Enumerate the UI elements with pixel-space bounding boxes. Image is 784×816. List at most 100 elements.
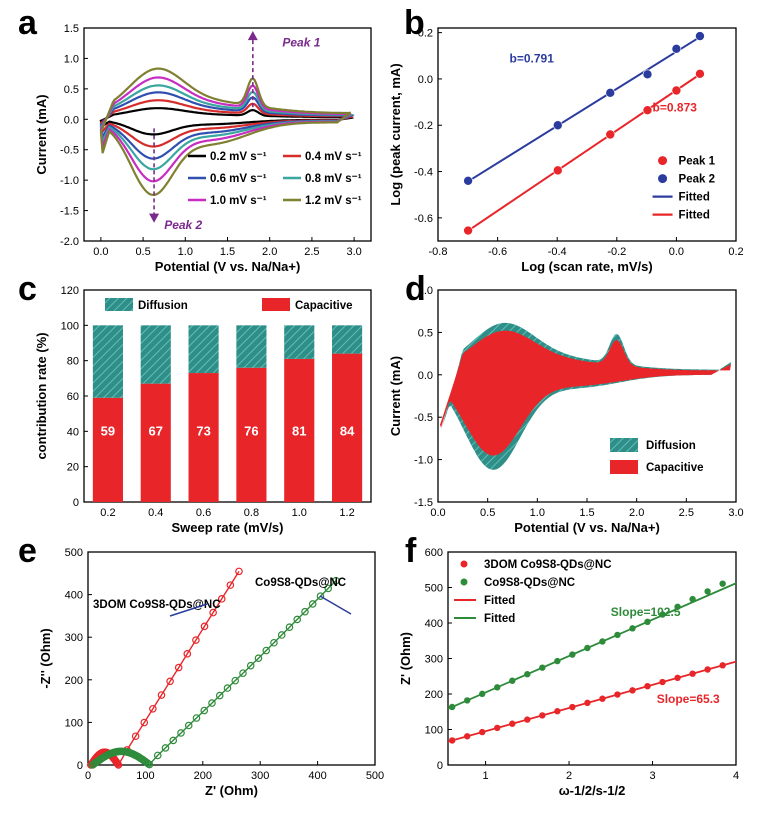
data-point	[674, 603, 681, 610]
y-tick-label: -0.5	[60, 145, 79, 157]
x-tick-label: 2.0	[262, 246, 277, 258]
chart-f-warburg: 1 2 3 4 0 100 200 300 400 500 600 ω-1/2/s-1/2 Z' (Oh…	[398, 547, 739, 798]
legend-label: Peak 1	[679, 156, 716, 168]
data-point	[332, 576, 340, 585]
data-point	[671, 44, 682, 54]
data-point	[464, 697, 471, 704]
slope-label-green: Slope=102.5	[611, 605, 681, 619]
data-point	[209, 608, 217, 617]
data-point	[689, 670, 696, 677]
peak1-label: Peak 1	[282, 35, 320, 49]
data-point	[140, 718, 149, 727]
legend-label: 0.8 mV s⁻¹	[305, 173, 362, 185]
panel-label-e: e	[18, 532, 37, 570]
chart-a-cv: 0.0 0.5 1.0 1.5 2.0 2.5 3.0 -2.0 -1.5 -1.0 -0.5 0.0…	[34, 23, 372, 274]
data-point	[208, 699, 216, 707]
arrow-3dom	[169, 603, 208, 617]
peak2-arrowhead	[149, 213, 160, 223]
data-point	[174, 663, 183, 672]
legend-swatch-capacitive	[262, 298, 290, 311]
data-point	[226, 581, 235, 589]
legend-label: 0.4 mV s⁻¹	[305, 151, 362, 163]
plot-frame	[83, 289, 372, 503]
data-point	[569, 651, 576, 658]
bar-value-label: 76	[244, 423, 258, 438]
data-point	[554, 657, 561, 665]
legend-label: 1.2 mV s⁻¹	[305, 195, 362, 207]
x-tick-label: 300	[251, 770, 269, 782]
legend-marker	[658, 156, 668, 166]
y-tick-label: 0	[73, 497, 79, 509]
fit-line-1	[467, 35, 701, 183]
x-tick-label: 1	[483, 770, 489, 782]
chart-c-bars: 0 20 40 60 80 100 120 59 0.2 67 0.4 73 0.6 76 0.8 81 1.0…	[34, 285, 372, 535]
y-tick-label: 0.5	[418, 327, 433, 339]
data-point	[285, 623, 294, 632]
area-capacitive	[440, 330, 731, 456]
y-tick-label: 60	[67, 391, 79, 403]
y-tick-label: 120	[61, 285, 79, 297]
x-tick-label: 3	[649, 770, 655, 782]
data-point	[235, 567, 243, 576]
legend-marker	[460, 560, 468, 568]
data-point	[301, 607, 309, 616]
data-point	[584, 699, 591, 707]
data-point	[448, 737, 456, 744]
y-tick-label: 500	[65, 547, 83, 559]
data-point	[463, 225, 473, 236]
x-tick-label: 0.8	[244, 507, 259, 519]
x-tick-label: 1.5	[579, 507, 594, 519]
legend-label: Capacitive	[646, 462, 704, 474]
x-tick-label: 3.0	[728, 507, 743, 519]
legend-label: Capacitive	[295, 300, 353, 312]
data-point	[509, 677, 516, 684]
data-point	[614, 691, 621, 698]
data-point	[629, 687, 636, 694]
data-point	[644, 682, 651, 690]
y-tick-label: 1.0	[418, 285, 433, 297]
y-tick-label: 300	[425, 654, 443, 666]
x-tick-label: 200	[194, 770, 212, 782]
y-tick-label: -0.6	[414, 213, 433, 225]
y-axis-label: Z' (Ohm)	[398, 632, 413, 685]
data-point	[161, 744, 170, 752]
y-tick-label: 400	[65, 590, 83, 602]
y-tick-label: 100	[61, 320, 79, 332]
data-point	[494, 724, 501, 732]
bar-diffusion	[236, 325, 267, 368]
y-tick-label: -2.0	[60, 236, 79, 248]
x-tick-label: 0.5	[480, 507, 495, 519]
cv-curve-4	[99, 76, 352, 183]
data-point	[215, 691, 224, 700]
legend-label: 3DOM Co9S8-QDs@NC	[484, 559, 612, 571]
data-point	[524, 671, 531, 678]
y-axis-label: Log (peak current, mA)	[388, 63, 403, 205]
data-point	[177, 729, 185, 737]
x-tick-label: 2	[566, 770, 572, 782]
data-point	[223, 684, 232, 692]
data-point	[277, 631, 286, 639]
bar-diffusion	[140, 325, 171, 384]
data-point	[539, 664, 546, 671]
x-axis-label: Z' (Ohm)	[205, 783, 258, 798]
legend-label: 0.6 mV s⁻¹	[210, 173, 267, 185]
y-tick-label: -1.0	[60, 175, 79, 187]
data-point	[200, 622, 209, 631]
data-point	[149, 704, 157, 713]
y-tick-label: -0.5	[414, 412, 433, 424]
data-point	[144, 759, 152, 768]
y-tick-label: 0.2	[418, 28, 433, 40]
data-point	[659, 611, 666, 618]
data-point	[524, 716, 531, 723]
data-point	[217, 595, 226, 603]
data-point	[166, 677, 174, 686]
x-tick-label: 0.2	[728, 246, 743, 258]
data-point	[509, 720, 516, 727]
y-tick-label: 0.5	[64, 84, 79, 96]
data-point	[262, 646, 271, 655]
legend-label: Peak 2	[679, 174, 715, 186]
y-tick-label: 40	[67, 426, 79, 438]
data-point	[642, 69, 653, 80]
bar-capacitive	[332, 353, 363, 502]
plot-frame	[437, 27, 737, 242]
